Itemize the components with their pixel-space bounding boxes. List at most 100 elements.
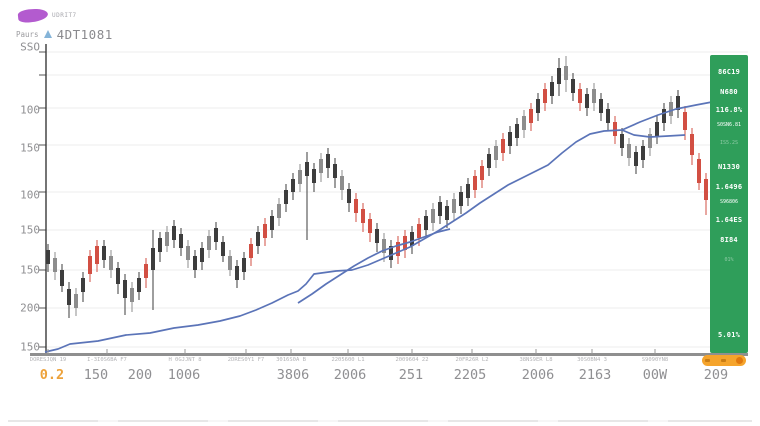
candle-body xyxy=(53,258,57,272)
y-axis-tick-label: 150 xyxy=(20,141,40,155)
x-axis-minor-label: 20FR26R L2 xyxy=(455,357,489,363)
candle-body xyxy=(389,246,393,260)
x-axis-minor-label: DORESJQN 19 xyxy=(29,357,67,363)
symbol-value: 4DT1081 xyxy=(56,26,113,42)
pager-pill[interactable] xyxy=(702,355,746,366)
panel-value: N1330 xyxy=(717,163,741,171)
candle-body xyxy=(200,248,204,262)
candle-body xyxy=(431,209,435,223)
candle-body xyxy=(298,170,302,184)
candle-body xyxy=(613,122,617,136)
candle-body xyxy=(536,99,540,113)
candle-body xyxy=(305,162,309,176)
candle-body xyxy=(228,256,232,270)
candle-body xyxy=(501,139,505,153)
candle-body xyxy=(235,266,239,280)
summary-side-panel: 86C19 N680 116.8% S0SN6.81 IS5.2S N1330 1.6496… xyxy=(710,55,748,353)
candle-body xyxy=(494,146,498,160)
candle-body xyxy=(242,258,246,272)
candle-body xyxy=(704,179,708,200)
x-axis-major-label: 0.2 xyxy=(39,367,65,383)
bottom-divider xyxy=(8,420,752,422)
panel-value: 01% xyxy=(724,257,734,263)
candle-body xyxy=(578,89,582,103)
candle-body xyxy=(606,109,610,123)
candle-body xyxy=(515,124,519,138)
x-axis-minor-label: S9090YN8 xyxy=(641,357,669,363)
candle-body xyxy=(599,99,603,113)
panel-value: N680 xyxy=(720,88,738,96)
candle-body xyxy=(340,176,344,190)
panel-value: 5.01% xyxy=(717,331,741,339)
candle-body xyxy=(130,288,134,302)
candle-body xyxy=(557,68,561,84)
candle-body xyxy=(508,132,512,146)
panel-value: IS5.2S xyxy=(719,140,739,146)
panel-value: S96806 xyxy=(719,199,739,205)
x-axis-major-label: 00W xyxy=(642,367,668,383)
symbol-header: Paurs 4DT1081 xyxy=(16,26,113,42)
candle-body xyxy=(487,154,491,168)
candle-body xyxy=(263,224,267,238)
brand-name: UDRIT7 xyxy=(52,12,77,19)
y-axis-tick-label: 200 xyxy=(20,301,40,315)
x-axis-major-label: 209 xyxy=(703,367,729,383)
candle-body xyxy=(151,248,155,270)
candle-body xyxy=(690,134,694,155)
candle-body xyxy=(179,234,183,248)
ma-branch xyxy=(621,129,686,138)
x-axis-minor-label: H 0GJJNT 8 xyxy=(168,357,202,363)
candle-body xyxy=(60,270,64,286)
candle-body xyxy=(550,82,554,96)
candle-body xyxy=(123,280,127,298)
ma-short xyxy=(297,228,451,304)
candle-body xyxy=(347,189,351,203)
candle-body xyxy=(648,134,652,148)
candle-body xyxy=(662,109,666,123)
x-axis-major-label: 200 xyxy=(127,367,153,383)
candle-body xyxy=(158,238,162,252)
candle-body xyxy=(137,278,141,292)
symbol-label: Paurs xyxy=(16,29,39,39)
candle-body xyxy=(144,264,148,278)
candle-body xyxy=(214,228,218,242)
candle-body xyxy=(186,246,190,260)
y-axis-tick-label: 150 xyxy=(20,263,40,277)
pager-knob-icon[interactable] xyxy=(736,357,743,364)
candle-body xyxy=(459,192,463,206)
candle-body xyxy=(445,206,449,220)
candle-body xyxy=(676,96,680,110)
candle-body xyxy=(291,179,295,192)
x-axis-major-label: 2006 xyxy=(333,367,367,383)
x-axis-major-label: 2006 xyxy=(521,367,555,383)
y-axis-tick-label: 100 xyxy=(20,103,40,117)
candle-body xyxy=(438,202,442,216)
candle-body xyxy=(165,232,169,246)
candle-body xyxy=(424,216,428,230)
candle-body xyxy=(207,236,211,250)
x-axis-minor-label: 2205600 L1 xyxy=(331,357,365,363)
candle-body xyxy=(319,159,323,173)
candle-body xyxy=(221,242,225,256)
candle-body xyxy=(109,256,113,270)
x-axis-minor-label: I-3I0S6BA F7 xyxy=(87,357,127,363)
x-axis-minor-label: 30S0BN4 3 xyxy=(577,357,607,363)
candle-body xyxy=(277,204,281,218)
candle-body xyxy=(452,199,456,213)
candle-body xyxy=(480,166,484,180)
candle-body xyxy=(172,226,176,240)
x-axis-line xyxy=(30,353,748,356)
y-axis-tick-label: SSO xyxy=(20,40,40,54)
candle-body xyxy=(256,232,260,246)
x-axis-major-label: 150 xyxy=(83,367,109,383)
candle-body xyxy=(473,176,477,190)
up-triangle-icon xyxy=(43,30,52,38)
panel-value: S0SN6.81 xyxy=(716,122,742,128)
candle-body xyxy=(543,89,547,103)
candle-body xyxy=(382,239,386,253)
candle-body xyxy=(368,219,372,233)
pager-dash-icon xyxy=(705,359,710,362)
ma-long xyxy=(44,101,713,353)
